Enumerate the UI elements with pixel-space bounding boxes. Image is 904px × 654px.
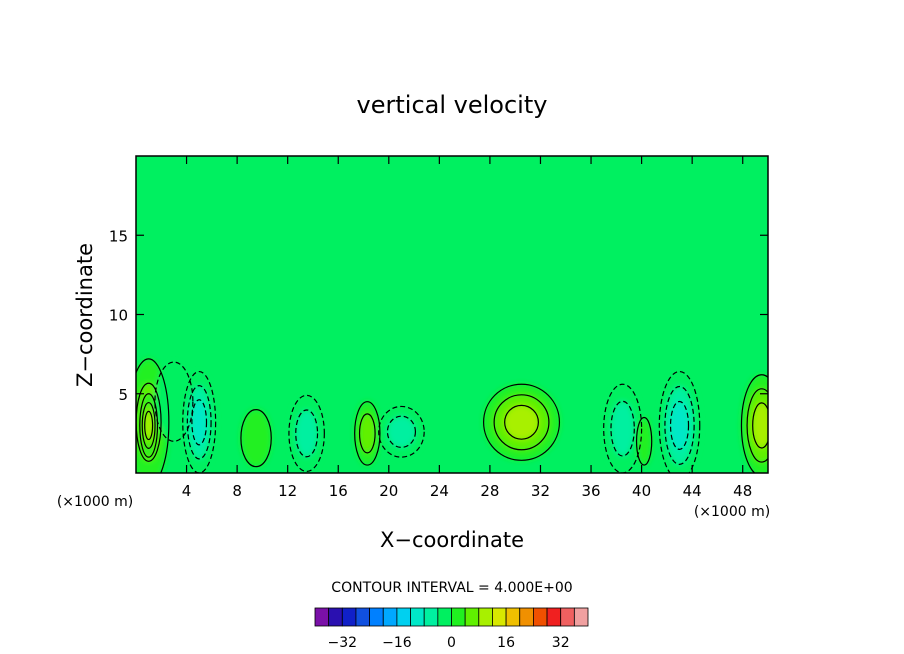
x-tick-label-16: 16 xyxy=(329,482,348,500)
colorbar-tick-label-−16: −16 xyxy=(382,635,412,651)
y-axis-label: Z−coordinate xyxy=(73,243,97,387)
contour-interval-label: CONTOUR INTERVAL = 4.000E+00 xyxy=(331,580,572,596)
contour-line-1-0 xyxy=(139,393,159,458)
colorbar-tick-label-0: 0 xyxy=(447,635,456,651)
contour-line-5-1 xyxy=(295,409,319,458)
colorbar-tick-label-16: 16 xyxy=(497,635,515,651)
chart-title: vertical velocity xyxy=(357,91,548,119)
x-tick-label-24: 24 xyxy=(430,482,449,500)
colorbar-swatch-13 xyxy=(492,607,507,627)
contour-line-10-1 xyxy=(664,385,695,465)
contour-cell-6-level-1 xyxy=(359,413,376,453)
colorbar-swatch-15 xyxy=(519,607,534,627)
contour-line-2-0 xyxy=(154,361,194,442)
contour-line-3-0 xyxy=(182,370,217,473)
contour-line-4-0 xyxy=(240,409,272,468)
contour-cell-8-level-2 xyxy=(504,405,539,440)
colorbar-swatch-16 xyxy=(533,607,548,627)
x-tick-label-20: 20 xyxy=(379,482,398,500)
colorbar-swatch-8 xyxy=(423,607,439,627)
contour-line-7-0 xyxy=(378,405,425,458)
x-tick-label-4: 4 xyxy=(182,482,192,500)
x-tick-label-48: 48 xyxy=(733,482,752,500)
colorbar-swatch-0 xyxy=(314,607,330,627)
colorbar-swatch-6 xyxy=(396,607,411,627)
y-tick-label-10: 10 xyxy=(109,307,128,325)
colorbar-swatch-3 xyxy=(355,607,371,627)
contour-line-8-0 xyxy=(483,383,561,461)
colorbar-swatch-5 xyxy=(382,607,398,627)
x-tick-label-28: 28 xyxy=(480,482,499,500)
x-tick-label-32: 32 xyxy=(531,482,550,500)
colorbar-swatch-17 xyxy=(546,607,562,627)
colorbar-swatch-11 xyxy=(464,607,480,627)
contour-line-12-2 xyxy=(752,402,768,449)
colorbar-tick-label-32: 32 xyxy=(552,635,570,651)
x-tick-label-40: 40 xyxy=(632,482,651,500)
contour-cell-12-level-2 xyxy=(752,402,768,448)
plot-area xyxy=(136,156,768,473)
contour-cell-7-level-1 xyxy=(387,416,416,448)
colorbar-swatch-14 xyxy=(505,607,521,627)
contour-line-7-1 xyxy=(386,415,417,448)
contour-cell-9-level-1 xyxy=(610,401,635,456)
contour-line-6-0 xyxy=(354,401,381,466)
contour-line-3-2 xyxy=(191,399,208,446)
colorbar-tick-label-−32: −32 xyxy=(328,635,358,651)
colorbar-swatch-10 xyxy=(451,607,466,627)
colorbar xyxy=(314,607,589,627)
contour-cell-5-level-1 xyxy=(295,409,318,457)
contour-cell-3-level-2 xyxy=(191,399,207,445)
contour-line-6-1 xyxy=(358,413,376,454)
contour-cell-1-level-2 xyxy=(144,411,153,440)
x-tick-label-36: 36 xyxy=(581,482,600,500)
x-axis-label: X−coordinate xyxy=(380,528,524,552)
contour-line-12-1 xyxy=(746,388,768,463)
contour-line-10-2 xyxy=(669,400,690,451)
contour-line-3-1 xyxy=(186,385,212,460)
contour-line-12-0 xyxy=(740,374,768,473)
contour-line-8-1 xyxy=(493,394,550,451)
colorbar-swatch-1 xyxy=(328,607,343,627)
x-tick-label-8: 8 xyxy=(232,482,242,500)
y-tick-label-15: 15 xyxy=(109,227,128,245)
contour-line-1-1 xyxy=(141,401,156,449)
colorbar-swatch-4 xyxy=(369,607,384,627)
contour-cell-4-level-0 xyxy=(240,409,272,467)
x-unit-label-right: (×1000 m) xyxy=(694,504,770,520)
contour-line-0-0 xyxy=(136,358,170,473)
contour-cell-11-level-0 xyxy=(636,417,652,466)
colorbar-swatch-19 xyxy=(573,607,589,627)
colorbar-swatch-9 xyxy=(437,607,452,627)
x-tick-label-12: 12 xyxy=(278,482,297,500)
colorbar-swatch-18 xyxy=(560,607,575,627)
contour-cell-10-level-2 xyxy=(670,401,689,450)
x-unit-label-left: (×1000 m) xyxy=(57,494,133,510)
contour-line-1-2 xyxy=(144,410,154,441)
colorbar-swatch-7 xyxy=(410,607,425,627)
contour-line-9-1 xyxy=(610,400,635,457)
colorbar-swatch-12 xyxy=(478,607,493,627)
contour-line-10-0 xyxy=(658,370,701,473)
colorbar-swatch-2 xyxy=(341,607,357,627)
contour-line-8-2 xyxy=(504,404,539,440)
y-tick-label-5: 5 xyxy=(118,386,128,404)
contour-line-5-0 xyxy=(288,394,325,473)
x-tick-label-44: 44 xyxy=(683,482,702,500)
contour-line-11-0 xyxy=(635,416,653,466)
